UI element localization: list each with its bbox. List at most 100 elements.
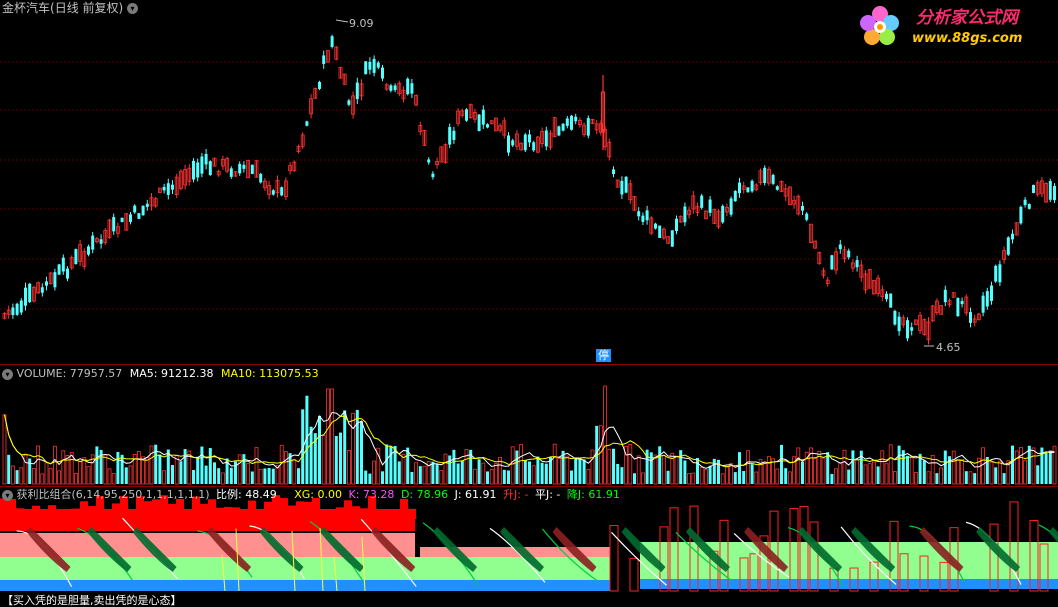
chevron-down-icon[interactable]: ▾ <box>2 368 13 380</box>
candle-body <box>1023 199 1027 206</box>
volume-bar <box>313 433 317 484</box>
indicator-band <box>420 547 610 557</box>
candle-body <box>456 110 461 124</box>
indicator-cap <box>368 496 376 519</box>
indicator-cap <box>248 500 256 519</box>
candle-body <box>502 120 507 136</box>
candle-body <box>141 205 145 216</box>
volume-bar <box>599 425 603 485</box>
volume-bar <box>464 449 469 485</box>
indicator-cap <box>216 507 224 519</box>
candle-body <box>792 199 796 205</box>
candle-body <box>74 249 78 265</box>
volume-bar <box>196 456 200 484</box>
low-price-label: 4.65 <box>936 341 961 354</box>
candle-body <box>208 161 212 176</box>
candle-body <box>351 95 356 115</box>
indicator-cap <box>160 495 168 519</box>
volume-bar <box>582 459 586 484</box>
volume-bar <box>809 447 813 485</box>
volume-title: VOLUME: 77957.57 <box>16 367 123 380</box>
candle-body <box>259 173 263 183</box>
indicator-title: 获利比组合(6,14,95,250,1,1,1,1,1,1) <box>16 488 210 501</box>
candle-body <box>32 286 36 302</box>
volume-bar <box>489 469 494 485</box>
volume-bar <box>229 467 233 484</box>
candle-body <box>393 85 397 91</box>
candle-body <box>250 164 254 174</box>
candle-body <box>57 264 61 275</box>
volume-bar <box>246 463 251 485</box>
volume-bar <box>99 449 103 484</box>
candle-body <box>565 118 569 126</box>
candle-body <box>733 190 737 202</box>
candle-body <box>910 327 914 331</box>
indicator-band <box>0 533 415 557</box>
volume-bar <box>61 450 66 485</box>
candle-body <box>851 262 855 269</box>
indicator-bar <box>1009 501 1019 592</box>
indicator-curve <box>840 526 897 585</box>
volume-bar <box>372 460 377 485</box>
candle-body <box>675 218 678 232</box>
candle-body <box>91 235 95 250</box>
candle-body <box>867 269 872 289</box>
candle-body <box>821 270 826 276</box>
candle-body <box>204 153 208 165</box>
volume-bar <box>460 460 464 484</box>
candle-body <box>586 118 590 136</box>
volume-bar <box>674 455 679 485</box>
volume-bar <box>213 462 216 484</box>
volume-bar <box>258 468 263 485</box>
volume-bar <box>570 470 573 484</box>
candle-body <box>729 198 733 215</box>
volume-bar <box>729 463 733 485</box>
candle-body <box>325 50 330 63</box>
candlestick-chart[interactable] <box>0 0 1058 364</box>
candle-body <box>322 55 326 64</box>
candle-body <box>69 257 74 269</box>
volume-bar <box>15 470 19 484</box>
volume-bar <box>225 458 229 484</box>
chevron-down-icon[interactable]: ▾ <box>127 3 139 14</box>
candle-body <box>493 117 498 132</box>
candle-body <box>817 252 822 265</box>
volume-bar <box>1031 447 1036 485</box>
candle-body <box>654 223 657 229</box>
indicator-cap <box>384 511 392 519</box>
volume-bar <box>742 471 746 484</box>
indicator-bar <box>749 553 759 592</box>
volume-bar <box>641 472 645 485</box>
volume-bar <box>208 448 212 484</box>
volume-bar <box>817 450 822 485</box>
volume-bar <box>624 445 628 485</box>
volume-bar <box>502 469 506 484</box>
chevron-down-icon[interactable]: ▾ <box>2 489 13 501</box>
volume-chart[interactable] <box>0 365 1058 486</box>
volume-bar <box>1048 450 1052 484</box>
candle-body <box>880 289 885 298</box>
indicator-cap <box>48 505 56 519</box>
candle-body <box>489 120 494 125</box>
volume-bar <box>275 465 280 485</box>
volume-bar <box>120 454 124 484</box>
indicator-chart[interactable] <box>0 487 1058 607</box>
candle-body <box>570 115 573 130</box>
indicator-cap <box>96 496 104 519</box>
volume-bar <box>86 466 91 485</box>
candle-body <box>200 156 204 174</box>
indicator-ribbon <box>371 527 416 572</box>
volume-bar <box>531 465 536 485</box>
candle-body <box>1040 180 1044 194</box>
indicator-panel[interactable]: ▾ 获利比组合(6,14,95,250,1,1,1,1,1,1) 比例: 48.… <box>0 487 1058 607</box>
volume-panel[interactable]: ▾ VOLUME: 77957.57 MA5: 91212.38 MA10: 1… <box>0 365 1058 486</box>
volume-bar <box>670 452 675 485</box>
volume-bar <box>977 457 981 485</box>
volume-bar <box>998 460 1002 485</box>
volume-bar <box>431 461 435 484</box>
indicator-curve <box>489 527 546 583</box>
volume-bar <box>343 410 347 484</box>
candle-body <box>725 207 729 213</box>
candle-body <box>1044 183 1048 203</box>
price-panel[interactable]: 金杯汽车(日线 前复权) ▾ 9.09 4.65 停 分析家公式网 www.88… <box>0 0 1058 364</box>
